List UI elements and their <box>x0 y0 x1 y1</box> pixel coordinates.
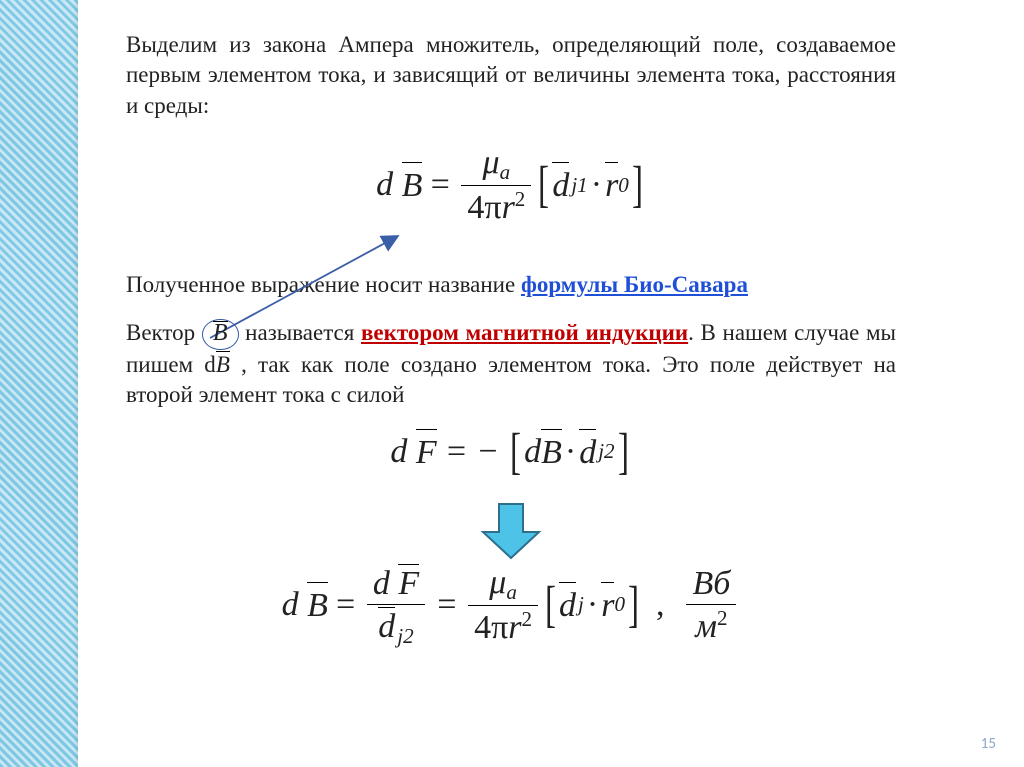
paragraph-1: Выделим из закона Ампера множитель, опре… <box>126 30 896 121</box>
content-area: Выделим из закона Ампера множитель, опре… <box>126 30 896 665</box>
arrow-to-formula-icon <box>202 226 412 346</box>
slide-page: Выделим из закона Ампера множитель, опре… <box>78 0 1024 767</box>
formula-db-full: d B = d F dj2 = μa 4πr2 [ dj · r0 ] , Вб <box>126 564 896 647</box>
formula-force: d F = − [ dB · dj2 ] <box>126 419 896 486</box>
down-arrow-icon <box>475 500 547 562</box>
page-number: 15 <box>981 735 996 753</box>
link-biot-savart[interactable]: формулы Био-Савара <box>521 272 748 297</box>
formula-biot-savart: d B = μa 4πr2 [ d j1 · r0 ] <box>126 145 896 226</box>
